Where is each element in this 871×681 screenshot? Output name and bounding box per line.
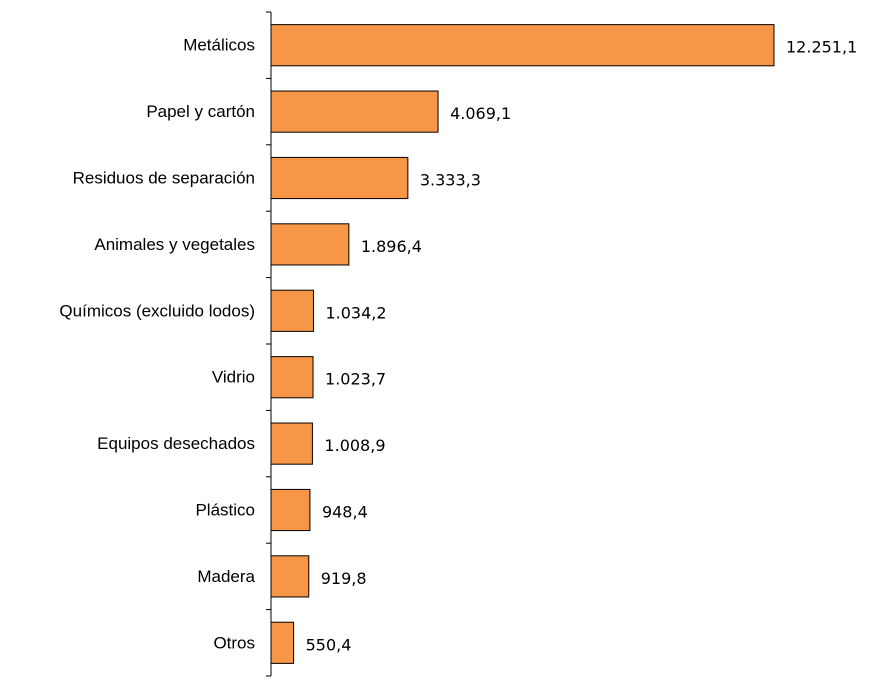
category-label: Equipos desechados <box>97 434 255 453</box>
category-labels: Metálicos Papel y cartón Residuos de separ… <box>59 36 255 653</box>
value-label: 550,4 <box>306 635 352 654</box>
category-label: Residuos de separación <box>73 169 255 188</box>
bar <box>271 290 313 331</box>
bar <box>271 224 349 265</box>
category-label: Metálicos <box>183 36 255 55</box>
bar <box>271 556 309 597</box>
bar <box>271 357 313 398</box>
value-label: 1.023,7 <box>325 370 386 389</box>
category-label: Animales y vegetales <box>94 235 255 254</box>
bar <box>271 25 774 66</box>
value-label: 3.333,3 <box>420 171 481 190</box>
value-label: 1.034,2 <box>325 303 386 322</box>
category-label: Madera <box>197 567 255 586</box>
bar <box>271 622 294 663</box>
category-label: Químicos (excluido lodos) <box>59 301 255 320</box>
value-label: 1.896,4 <box>361 237 422 256</box>
category-label: Plástico <box>195 501 255 520</box>
category-label: Vidrio <box>212 368 255 387</box>
category-label: Papel y cartón <box>146 102 255 121</box>
value-label: 919,8 <box>321 569 367 588</box>
value-label: 1.008,9 <box>324 436 385 455</box>
value-label: 12.251,1 <box>786 38 857 57</box>
bar <box>271 423 312 464</box>
category-label: Otros <box>213 633 255 652</box>
bar <box>271 91 438 132</box>
bar <box>271 157 408 198</box>
bar <box>271 489 310 530</box>
bars-group <box>271 25 774 664</box>
value-label: 4.069,1 <box>450 104 511 123</box>
value-label: 948,4 <box>322 503 368 522</box>
axis-ticks <box>266 12 271 676</box>
